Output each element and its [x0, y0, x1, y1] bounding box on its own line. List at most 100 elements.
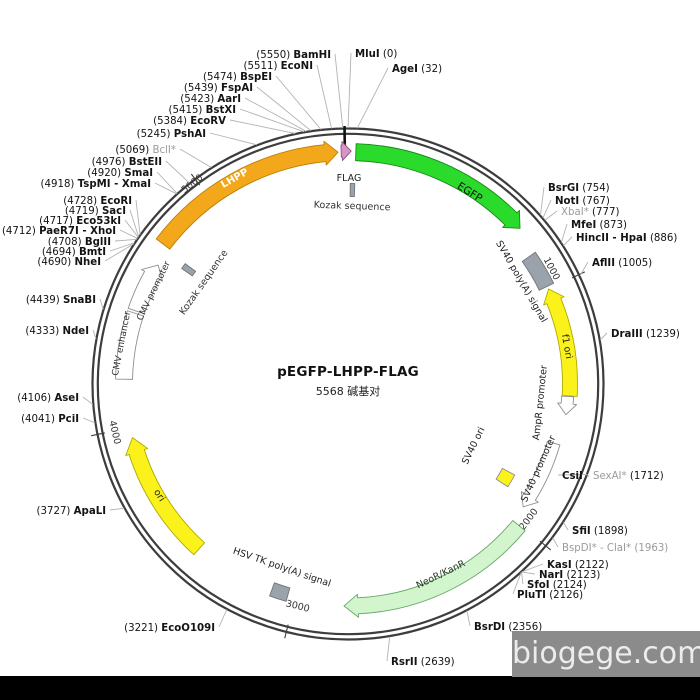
site-5439-fspai: (5439) FspAI — [184, 83, 312, 132]
site-nari-2123: NarI (2123) — [521, 570, 600, 581]
site-label: (4920) SmaI — [87, 168, 153, 179]
feature-hsv-tk-poly-a-signal: HSV TK poly(A) signal — [231, 546, 332, 602]
site-label: MluI (0) — [355, 49, 397, 60]
site-label: XbaI* (777) — [561, 207, 619, 218]
site-leader-line — [512, 572, 522, 595]
site-4439-snabi: (4439) SnaBI — [26, 295, 104, 310]
site-leader-line — [244, 97, 307, 132]
site-4333-ndei: (4333) NdeI — [25, 326, 97, 340]
watermark-badge: biogege.com — [512, 631, 700, 677]
site-label: AflII (1005) — [592, 258, 652, 269]
site-leader-line — [209, 132, 257, 146]
site-leader-line — [316, 64, 332, 129]
site-leader-line — [563, 522, 569, 531]
site-label: (3727) ApaLI — [37, 506, 106, 517]
site-label: (5069) BclI* — [115, 145, 176, 156]
site-mlui-0: MluI (0) — [347, 49, 397, 129]
feature-label-kozak-sequence-egfp: Kozak sequence — [314, 200, 391, 214]
site-label: KasI (2122) — [547, 560, 609, 571]
site-bsrgi-754: BsrGI (754) — [540, 183, 610, 216]
site-bsrdi-2356: BsrDI (2356) — [466, 610, 542, 633]
site-4920-smai: (4920) SmaI — [87, 168, 178, 194]
site-label: (5550) BamHI — [256, 50, 331, 61]
feature-sv40-poly-a-signal: SV40 poly(A) signal — [493, 239, 555, 325]
site-leader-line — [218, 609, 228, 628]
site-hincii-hpai-886: HincII - HpaI (886) — [563, 233, 677, 246]
site-leader-line — [552, 537, 559, 548]
site-label: (4728) EcoRI — [63, 196, 132, 207]
site-label: MfeI (873) — [571, 220, 627, 231]
site-leader-line — [466, 610, 471, 627]
site-leader-line — [563, 236, 573, 246]
site-5384-ecorv: (5384) EcoRV — [153, 116, 296, 134]
site-leader-line — [114, 238, 137, 242]
site-leader-line — [179, 148, 212, 168]
site-label: (5511) EcoNI — [244, 61, 313, 72]
site-label: (4918) TspMI - XmaI — [41, 179, 151, 190]
site-4717-eco53ki: (4717) Eco53kI — [39, 216, 139, 238]
feature-label-kozak-sequence-lhpp: Kozak sequence — [177, 248, 230, 317]
site-leader-line — [165, 160, 190, 184]
site-4690-nhei: (4690) NheI — [37, 243, 135, 268]
site-sfoi-2124: SfoI (2124) — [521, 572, 587, 591]
site-5245-pshai: (5245) PshAI — [137, 129, 257, 146]
site-4694-bmti: (4694) BmtI — [42, 242, 135, 258]
site-leader-line — [579, 261, 589, 276]
site-4106-asei: (4106) AseI — [17, 393, 94, 405]
site-4976-bsteii: (4976) BstEII — [92, 157, 190, 184]
feature-label-sv40-ori: SV40 ori — [460, 426, 487, 467]
site-label: AgeI (32) — [392, 64, 442, 75]
feature-ori: ori — [125, 437, 205, 556]
site-label: (5415) BstXI — [169, 105, 236, 116]
site-xbai-777: XbaI* (777) — [544, 207, 619, 221]
site-mfei-873: MfeI (873) — [560, 220, 627, 243]
site-leader-line — [135, 199, 141, 235]
feature-label-ampr-promoter: AmpR promoter — [531, 365, 550, 441]
site-label: (5384) EcoRV — [153, 116, 226, 127]
site-sfii-1898: SfiI (1898) — [563, 522, 628, 537]
feature-sv40-promoter: SV40 promoter — [519, 434, 561, 508]
site-4719-saci: (4719) SacI — [65, 206, 140, 237]
site-leader-line — [119, 229, 138, 239]
site-label: (4694) BmtI — [42, 247, 106, 258]
site-label: (4976) BstEII — [92, 157, 162, 168]
site-4918-tspmi-xmai: (4918) TspMI - XmaI — [41, 179, 177, 195]
site-label: (4719) SacI — [65, 206, 126, 217]
site-leader-line — [521, 572, 524, 585]
site-label: (4041) PciI — [21, 414, 79, 425]
feature-egfp: EGFP — [355, 143, 521, 229]
site-label: (4333) NdeI — [25, 326, 89, 337]
site-leader-line — [104, 243, 135, 262]
site-5415-bstxi: (5415) BstXI — [169, 105, 305, 133]
site-aflii-1005: AflII (1005) — [579, 258, 652, 276]
site-label: (4690) NheI — [37, 257, 101, 268]
site-leader-line — [275, 75, 322, 130]
site-label: (4717) Eco53kI — [39, 216, 121, 227]
ruler-tick-label: 3000 — [285, 598, 311, 615]
plasmid-backbone — [91, 127, 605, 641]
feature-label-f1-ori: f1 ori — [559, 333, 574, 359]
site-leader-line — [334, 53, 344, 129]
site-leader-line — [99, 298, 104, 310]
site-leader-line — [347, 52, 352, 129]
site-label: (5245) PshAI — [137, 129, 206, 140]
feature-neor-kanr: NeoR/KanR — [343, 520, 526, 618]
site-leader-line — [256, 86, 312, 132]
site-label: CsiI - SexAI* (1712) — [562, 471, 664, 482]
site-leader-line — [109, 507, 125, 511]
feature-sv40-ori: SV40 ori — [460, 426, 516, 488]
site-bspdi-clai-1963: BspDI* - ClaI* (1963) — [552, 537, 668, 554]
watermark-text: biogege.com — [512, 636, 700, 671]
site-4041-pcii: (4041) PciI — [21, 414, 96, 425]
site-5474-bspei: (5474) BspEI — [203, 72, 322, 130]
site-label: BspDI* - ClaI* (1963) — [562, 543, 668, 554]
site-label: BsrDI (2356) — [474, 622, 542, 633]
site-leader-line — [154, 182, 177, 195]
feature-label-hsv-tk-poly-a-signal: HSV TK poly(A) signal — [231, 546, 332, 590]
site-leader-line — [540, 186, 545, 216]
site-draiii-1239: DraIII (1239) — [599, 329, 680, 341]
site-kasi-2122: KasI (2122) — [521, 560, 609, 573]
site-label: NotI (767) — [555, 196, 610, 207]
